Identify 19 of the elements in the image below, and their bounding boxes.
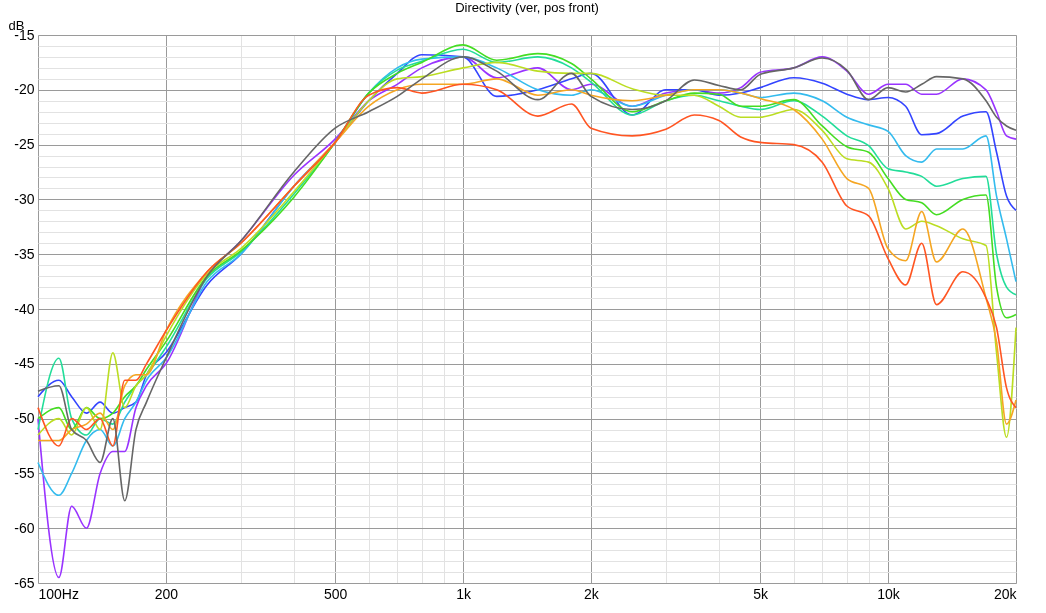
x-tick-label: 1k	[456, 585, 472, 602]
y-tick-label: -50	[14, 410, 35, 427]
y-tick-label: -35	[14, 245, 35, 262]
y-tick-label: -40	[14, 300, 35, 317]
x-tick-label: 5k	[753, 585, 769, 602]
x-tick-label: 500	[323, 585, 348, 602]
y-tick-label: -65	[14, 574, 35, 591]
y-tick-label: -55	[14, 464, 35, 481]
y-tick-label: -60	[14, 519, 35, 536]
y-tick-label: -25	[14, 136, 35, 153]
chart-title: Directivity (ver, pos front)	[455, 0, 599, 15]
x-tick-label: 20k	[993, 585, 1018, 602]
x-tick-label: 200	[154, 585, 179, 602]
y-tick-label: -45	[14, 355, 35, 372]
x-tick-label: 2k	[584, 585, 600, 602]
y-tick-label: -30	[14, 190, 35, 207]
y-tick-label: -20	[14, 81, 35, 98]
x-tick-label: 100Hz	[38, 585, 79, 602]
x-tick-label: 10k	[877, 585, 901, 602]
